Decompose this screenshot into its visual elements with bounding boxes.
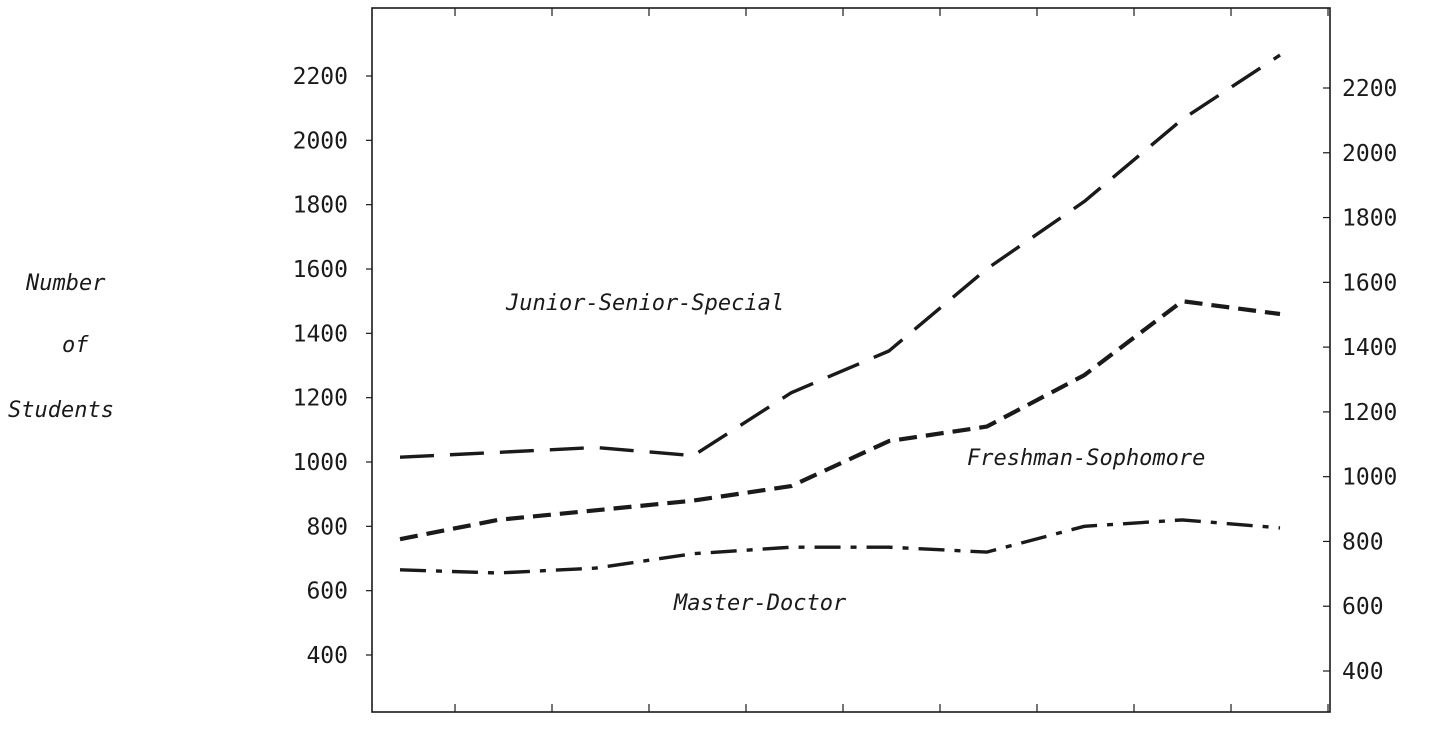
right-y-tick-label: 1400 — [1342, 335, 1397, 361]
left-y-tick-label: 2000 — [293, 128, 348, 154]
left-y-tick-label: 600 — [306, 579, 348, 605]
right-y-tick-label: 1000 — [1342, 465, 1397, 491]
right-y-tick-label: 400 — [1342, 659, 1384, 685]
right-y-tick-label: 2000 — [1342, 141, 1397, 167]
left-y-axis: 400 600 800 1000 1200 1400 1600 1800 2000 2200 — [293, 64, 372, 669]
y-axis-title-line-1: Number — [25, 271, 106, 296]
right-y-tick-label: 2200 — [1342, 76, 1397, 102]
x-axis-ticks — [454, 8, 1329, 712]
series-lines — [399, 53, 1281, 575]
left-y-tick-label: 400 — [306, 643, 348, 669]
right-y-tick-label: 1200 — [1342, 400, 1397, 426]
y-axis-title-line-3: Students — [8, 398, 114, 423]
y-axis-title-line-2: of — [62, 333, 89, 358]
left-y-tick-label: 1400 — [293, 321, 348, 347]
plot-border — [371, 7, 1331, 713]
left-y-tick-label: 1000 — [293, 450, 348, 476]
series-line-junior-senior-special — [399, 53, 1281, 459]
right-y-axis: 400 600 800 1000 1200 1400 1600 1800 2000 2200 — [1323, 76, 1397, 685]
left-y-tick-label: 1600 — [293, 257, 348, 283]
left-y-tick-label: 1200 — [293, 386, 348, 412]
left-y-tick-label: 800 — [306, 514, 348, 540]
right-y-tick-label: 800 — [1342, 529, 1384, 555]
right-y-tick-label: 1800 — [1342, 206, 1397, 232]
series-line-freshman-sophomore — [399, 299, 1281, 542]
y-axis-title: Number of Students — [8, 271, 114, 423]
right-y-tick-label: 1600 — [1342, 270, 1397, 296]
right-y-tick-label: 600 — [1342, 594, 1384, 620]
series-line-master-doctor — [399, 518, 1281, 575]
plot-frame — [371, 7, 1331, 713]
series-label-junior-senior-special: Junior-Senior-Special — [505, 291, 784, 316]
left-y-tick-label: 1800 — [293, 193, 348, 219]
left-y-tick-label: 2200 — [293, 64, 348, 90]
series-label-master-doctor: Master-Doctor — [673, 591, 847, 616]
series-label-freshman-sophomore: Freshman-Sophomore — [967, 446, 1205, 471]
